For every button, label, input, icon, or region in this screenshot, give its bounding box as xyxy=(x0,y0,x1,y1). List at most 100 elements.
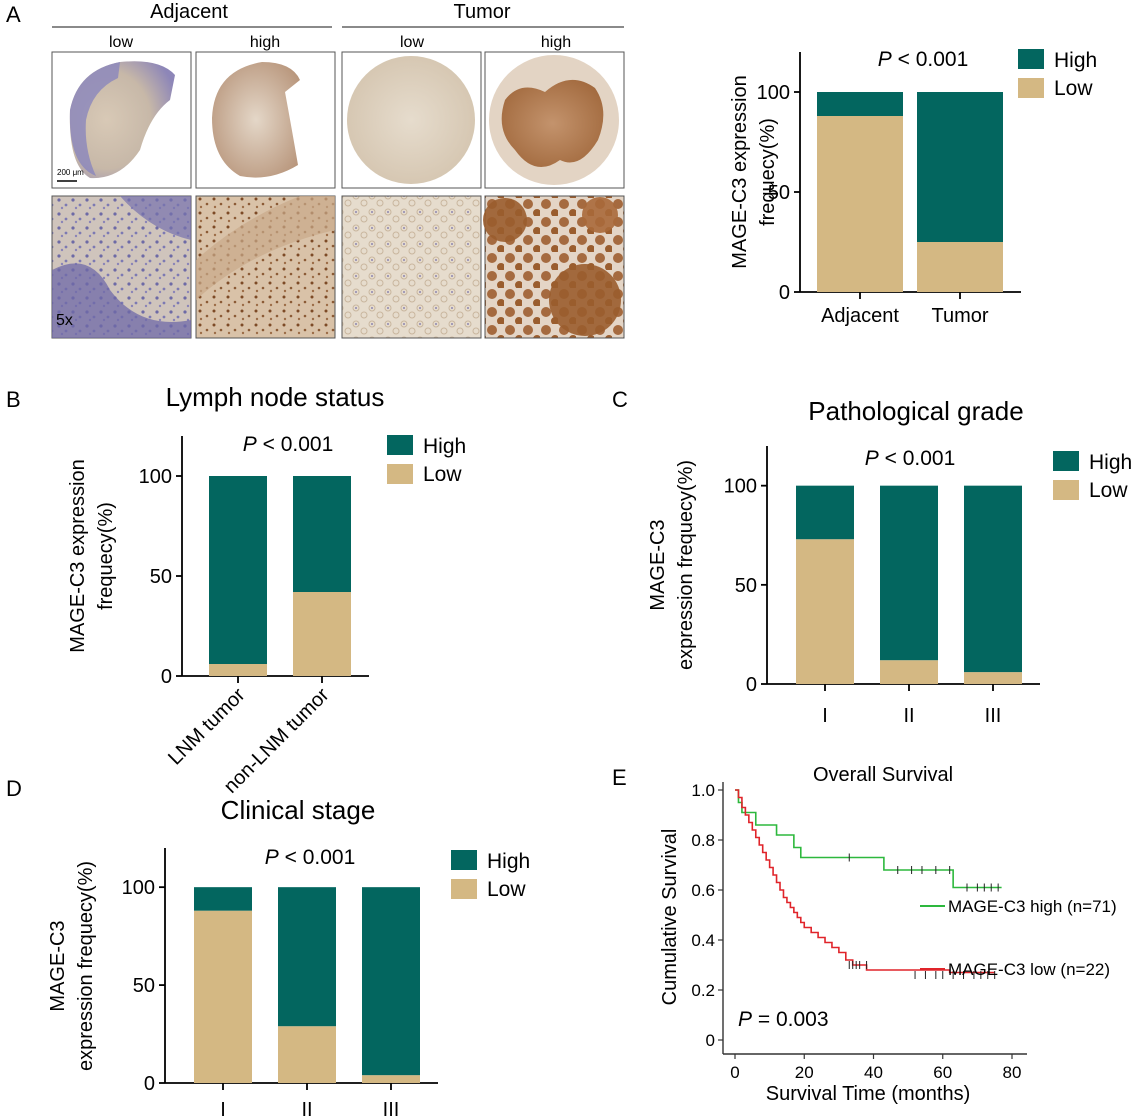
y-axis-label: MAGE-C3 expression frequecy(%) xyxy=(67,459,117,652)
km-x-tick-label: 20 xyxy=(795,1063,814,1082)
bar-low-0 xyxy=(209,664,267,676)
legend-label-high: High xyxy=(1054,49,1097,72)
bar-low-0 xyxy=(817,116,903,292)
legend-label-high: High xyxy=(1089,451,1132,474)
bar-low-1 xyxy=(293,592,351,676)
image-title-tumor-high: high xyxy=(541,34,571,51)
km-x-tick-label: 60 xyxy=(933,1063,952,1082)
image-title-tumor-low: low xyxy=(400,34,424,51)
bar-low-0 xyxy=(194,910,252,1083)
x-tick-label: III xyxy=(383,1099,400,1119)
y-tick-label: 50 xyxy=(150,566,172,588)
legend-swatch-low xyxy=(1053,480,1079,500)
y-tick-label: 0 xyxy=(746,674,757,696)
bar-low-1 xyxy=(278,1026,336,1083)
legend-label-high: High xyxy=(487,850,530,873)
image-title-adjacent-high: high xyxy=(250,34,280,51)
tma-zoom-adjacent-low: 5x xyxy=(51,195,192,339)
y-axis-label: MAGE-C3 expression frequecy(%) xyxy=(647,460,697,670)
y-tick-label: 100 xyxy=(139,466,172,488)
x-tick-label: II xyxy=(903,705,914,727)
bar-low-2 xyxy=(362,1075,420,1083)
x-tick-label: I xyxy=(220,1099,226,1119)
x-tick-label: Adjacent xyxy=(821,305,899,327)
tma-zoom-tumor-low xyxy=(341,195,482,339)
x-tick-label: III xyxy=(985,705,1002,727)
km-curve-0 xyxy=(735,789,1002,889)
bar-low-2 xyxy=(964,672,1022,684)
km-y-tick-label: 0.6 xyxy=(691,881,715,900)
bar-high-0 xyxy=(796,485,854,540)
km-legend-label-0: MAGE-C3 high (n=71) xyxy=(948,897,1117,916)
panel-label-d: D xyxy=(6,776,22,801)
km-x-tick-label: 0 xyxy=(730,1063,739,1082)
km-p-value: P = 0.003 xyxy=(738,1008,829,1031)
tma-core-tumor-high xyxy=(484,51,625,189)
group-label-tumor: Tumor xyxy=(453,1,510,23)
km-x-axis-label: Survival Time (months) xyxy=(766,1083,971,1105)
legend-swatch-high xyxy=(1018,49,1044,69)
bar-low-1 xyxy=(917,242,1003,292)
legend-label-low: Low xyxy=(423,463,462,486)
km-y-tick-label: 1.0 xyxy=(691,781,715,800)
km-y-tick-label: 0.2 xyxy=(691,981,715,1000)
tma-zoom-tumor-high xyxy=(483,195,625,339)
legend-swatch-high xyxy=(451,850,477,870)
km-x-tick-label: 40 xyxy=(864,1063,883,1082)
chart-e: Overall Survival 0 0.2 0.4 0.6 0.8 1.0 0 20 40 60 8… xyxy=(659,764,1117,1105)
chart-title: Pathological grade xyxy=(808,396,1023,426)
group-label-adjacent: Adjacent xyxy=(150,1,228,23)
legend-swatch-high xyxy=(1053,451,1079,471)
p-value: P < 0.001 xyxy=(865,447,956,470)
legend-swatch-high xyxy=(387,435,413,455)
km-title: Overall Survival xyxy=(813,764,953,786)
y-tick-label: 50 xyxy=(735,575,757,597)
km-curve-1 xyxy=(735,789,995,974)
p-value: P < 0.001 xyxy=(878,48,969,71)
bar-high-0 xyxy=(194,887,252,911)
y-tick-label: 0 xyxy=(161,666,172,688)
chart-title: Clinical stage xyxy=(221,795,376,825)
legend-label-low: Low xyxy=(487,878,526,901)
legend-label-low: Low xyxy=(1054,77,1093,100)
chart-b: Lymph node status 0 50 100 MAGE-C3 expressio… xyxy=(67,382,466,798)
x-tick-label: Tumor xyxy=(931,305,988,327)
bar-high-2 xyxy=(964,485,1022,673)
y-tick-label: 0 xyxy=(779,282,790,304)
km-y-tick-label: 0.8 xyxy=(691,831,715,850)
bar-high-2 xyxy=(362,887,420,1076)
x-tick-label: II xyxy=(301,1099,312,1119)
tma-core-adjacent-high xyxy=(195,51,336,189)
y-axis-label: MAGE-C3 expression frequecy(%) xyxy=(47,861,97,1071)
x-tick-label: LNM tumor xyxy=(164,684,250,770)
km-y-axis-label: Cumulative Survival xyxy=(659,829,681,1006)
bar-high-1 xyxy=(880,485,938,661)
panel-label-c: C xyxy=(612,387,628,412)
bar-low-0 xyxy=(796,539,854,684)
panel-label-a: A xyxy=(6,2,21,27)
legend-swatch-low xyxy=(1018,78,1044,98)
tma-core-tumor-low xyxy=(341,51,482,189)
bar-high-1 xyxy=(917,92,1003,242)
zoom-label: 5x xyxy=(56,312,73,329)
km-x-tick-label: 80 xyxy=(1003,1063,1022,1082)
km-y-tick-label: 0 xyxy=(706,1031,715,1050)
chart-title: Lymph node status xyxy=(166,382,385,412)
tma-core-adjacent-low: 200 μm xyxy=(51,51,192,189)
km-legend-label-1: MAGE-C3 low (n=22) xyxy=(948,960,1110,979)
panel-label-b: B xyxy=(6,387,21,412)
y-tick-label: 100 xyxy=(724,476,757,498)
bar-low-1 xyxy=(880,660,938,684)
bar-high-0 xyxy=(209,476,267,664)
scale-bar-label: 200 μm xyxy=(57,168,84,177)
y-tick-label: 50 xyxy=(133,975,155,997)
y-tick-label: 100 xyxy=(122,877,155,899)
bar-high-0 xyxy=(817,92,903,116)
km-y-tick-label: 0.4 xyxy=(691,931,715,950)
legend-label-low: Low xyxy=(1089,479,1128,502)
bar-high-1 xyxy=(278,887,336,1027)
tma-zoom-adjacent-high xyxy=(195,195,336,339)
y-axis-label: MAGE-C3 expression frequecy(%) xyxy=(729,75,779,268)
y-tick-label: 0 xyxy=(144,1073,155,1095)
